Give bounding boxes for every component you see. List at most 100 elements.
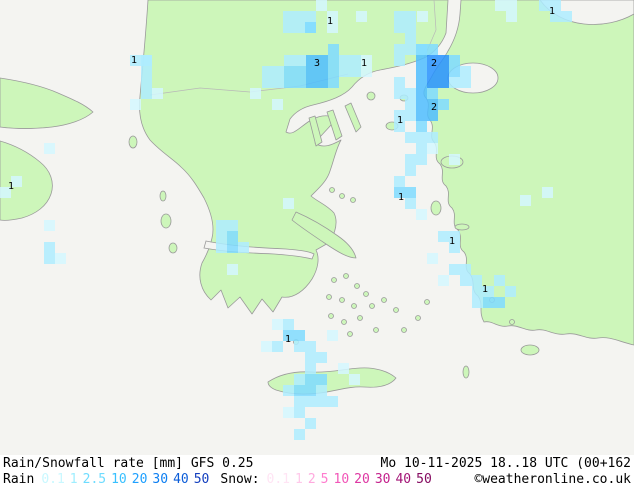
precip-cell <box>284 55 306 66</box>
precip-cell <box>284 66 306 88</box>
precip-cell <box>438 99 449 110</box>
precip-cell <box>416 55 427 88</box>
scale-value: 30 <box>374 472 391 487</box>
precip-cell <box>283 319 294 330</box>
precip-cells <box>0 0 572 440</box>
precip-cell <box>356 11 367 22</box>
island <box>520 344 540 356</box>
rain-scale: 0.1 1 2.5 10 20 30 40 50 <box>41 472 214 488</box>
legend: Rain 0.1 1 2.5 10 20 30 40 50 Snow: 0.1 1 2 5 10 20 3… <box>3 472 437 488</box>
precip-cell <box>294 396 305 407</box>
precip-amount-label: 1 <box>285 334 292 345</box>
island <box>329 187 335 193</box>
precip-cell <box>316 0 327 11</box>
precip-cell <box>44 143 55 154</box>
precip-cell <box>327 330 338 341</box>
precip-cell <box>327 396 338 407</box>
scale-value: 50 <box>193 472 210 487</box>
precip-amount-label: 1 <box>397 115 404 126</box>
precip-cell <box>294 407 305 418</box>
scale-value: 2.5 <box>82 472 107 487</box>
scale-value: 0.1 <box>41 472 65 487</box>
precip-cell <box>394 77 405 99</box>
precip-cell <box>0 187 11 198</box>
scale-value: 40 <box>395 472 412 487</box>
precip-cell <box>394 176 405 187</box>
precip-cell <box>44 242 55 264</box>
precip-cell <box>305 363 316 374</box>
scale-value: 40 <box>173 472 189 487</box>
island <box>369 303 375 309</box>
island <box>128 135 138 149</box>
precip-cell <box>294 341 316 352</box>
precip-cell <box>283 385 294 396</box>
island <box>326 294 332 300</box>
island <box>350 197 356 203</box>
island <box>339 297 345 303</box>
precip-cell <box>152 88 163 99</box>
precip-cell <box>306 55 328 88</box>
precip-cell <box>261 341 272 352</box>
precip-cell <box>460 66 471 77</box>
island <box>430 200 442 216</box>
island <box>381 297 387 303</box>
island <box>462 365 470 379</box>
island <box>328 313 334 319</box>
precip-cell <box>438 275 449 286</box>
precip-cell <box>327 11 338 33</box>
scale-value: 30 <box>152 472 169 487</box>
precip-cell <box>272 99 283 110</box>
precip-amount-label: 1 <box>482 284 489 295</box>
precip-cell <box>283 198 294 209</box>
scale-value: 20 <box>354 472 370 487</box>
precip-cell <box>294 429 305 440</box>
precip-cell <box>216 220 238 231</box>
land-chalkidiki-finger <box>344 102 362 133</box>
precip-cell <box>349 374 360 385</box>
precip-cell <box>416 88 427 121</box>
precip-cell <box>394 187 416 198</box>
island <box>354 283 360 289</box>
precip-cell <box>449 242 460 253</box>
island <box>357 315 363 321</box>
precip-cell <box>449 264 471 275</box>
precip-cell <box>394 11 416 33</box>
island <box>509 319 515 325</box>
island <box>363 291 369 297</box>
precip-cell <box>305 418 316 429</box>
precip-cell <box>316 385 327 396</box>
precip-cell <box>294 374 305 385</box>
land-chalkidiki-finger <box>308 115 323 147</box>
weather-map: 1 1 3 1 2 1 2 1 1 1 1 1 1 <box>0 0 634 455</box>
precip-cell <box>238 242 249 253</box>
snow-label: Snow: <box>220 472 260 487</box>
precip-cell <box>427 88 438 99</box>
caption-row-title: Rain/Snowfall rate [mm] GFS 0.25 Mo 10-1… <box>3 456 631 472</box>
precip-amount-label: 1 <box>449 236 456 247</box>
island <box>401 327 407 333</box>
precip-cell <box>494 275 505 286</box>
island <box>339 193 345 199</box>
precip-cell <box>305 374 327 385</box>
precip-amount-label: 1 <box>361 58 368 69</box>
precip-cell <box>361 55 372 77</box>
precip-cell <box>460 275 482 286</box>
precip-amount-label: 1 <box>131 55 138 66</box>
precip-cell <box>141 77 152 99</box>
scale-value: 2 <box>307 472 316 487</box>
precip-amount-label: 2 <box>431 58 438 69</box>
precip-cell <box>483 297 505 308</box>
precip-amount-label: 1 <box>8 181 15 192</box>
island <box>341 319 347 325</box>
precip-cell <box>416 209 427 220</box>
precip-cell <box>495 0 517 11</box>
island <box>160 213 172 229</box>
island <box>373 327 379 333</box>
precip-cell <box>472 286 494 297</box>
precip-cell <box>542 187 553 198</box>
precip-cell <box>427 143 438 154</box>
island <box>415 315 421 321</box>
precip-cell <box>472 297 483 308</box>
precip-cell <box>405 132 416 143</box>
precip-cell <box>416 143 427 165</box>
